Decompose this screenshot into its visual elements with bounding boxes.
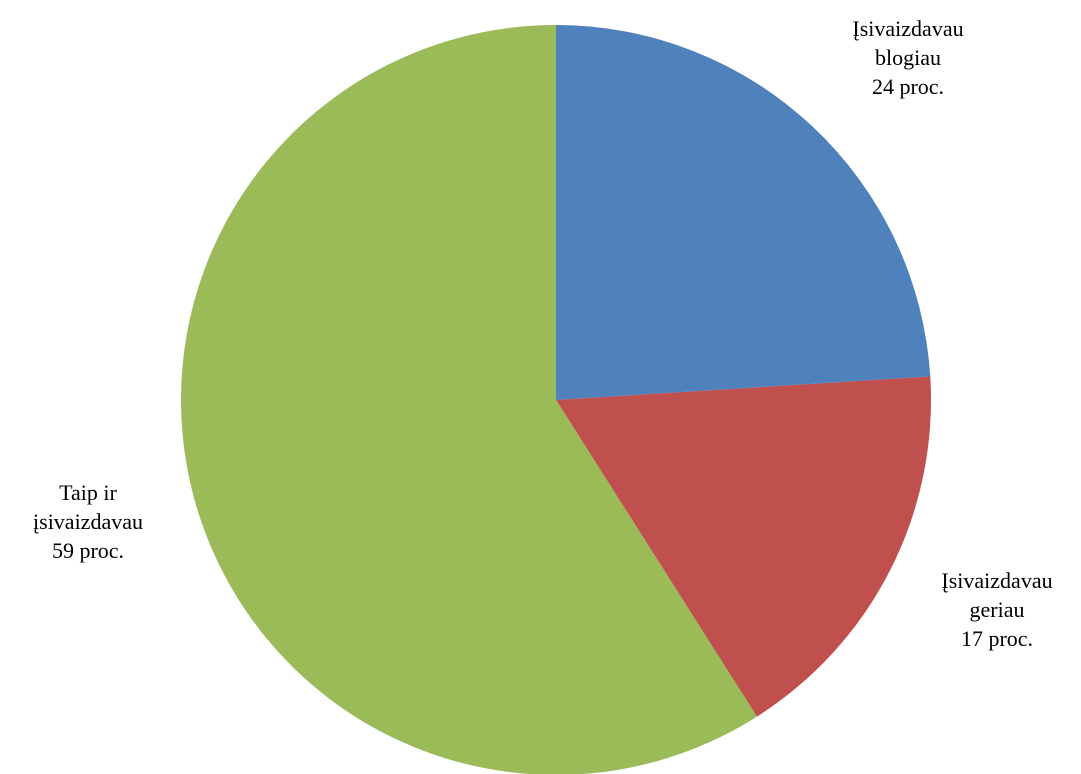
slice-label-line: 17 proc. [961, 626, 1033, 651]
slice-label-taip-ir: Taip ir įsivaizdavau 59 proc. [33, 480, 143, 563]
slice-label-blogiau: Įsivaizdavau blogiau 24 proc. [852, 16, 963, 99]
pie-slice-taip-ir [181, 25, 757, 774]
slice-label-line: Įsivaizdavau [852, 16, 963, 41]
slice-label-line: Taip ir [59, 480, 117, 505]
slice-label-line: Įsivaizdavau [941, 568, 1052, 593]
pie-slices [181, 25, 931, 774]
pie-slice-geriau [556, 376, 931, 717]
slice-label-line: blogiau [875, 45, 941, 70]
pie-slice-blogiau [556, 25, 931, 400]
pie-labels: Įsivaizdavau blogiau 24 proc. Įsivaizdavau g… [33, 16, 1053, 651]
slice-label-line: įsivaizdavau [33, 509, 143, 534]
slice-label-line: 59 proc. [52, 538, 124, 563]
slice-label-geriau: Įsivaizdavau geriau 17 proc. [941, 568, 1052, 651]
slice-label-line: geriau [970, 597, 1025, 622]
slice-label-line: 24 proc. [872, 74, 944, 99]
